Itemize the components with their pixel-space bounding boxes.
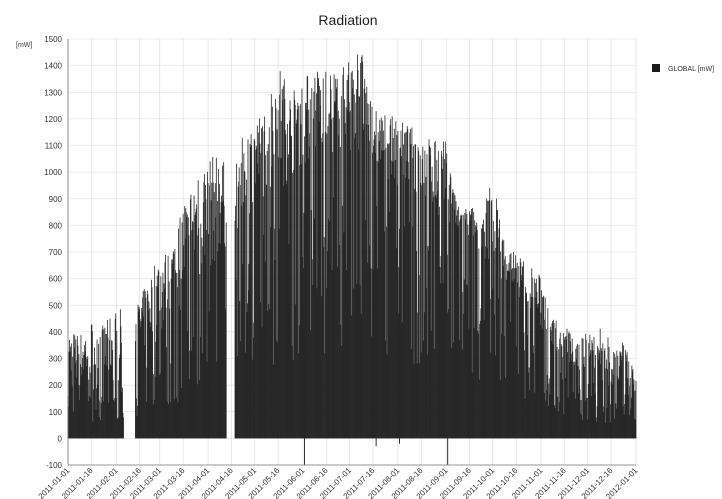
y-tick-label: 700 <box>49 248 63 257</box>
chart-title: Radiation <box>318 12 377 28</box>
y-tick-label: 600 <box>49 275 63 284</box>
legend-label: GLOBAL [mW] <box>668 66 714 73</box>
y-tick-label: 0 <box>58 434 63 443</box>
y-tick-label: 900 <box>49 195 63 204</box>
x-tick-labels: 2011-01-012011-01-162011-02-012011-02-16… <box>37 466 640 499</box>
y-tick-label: 1300 <box>44 88 62 97</box>
y-tick-label: 1100 <box>45 142 63 151</box>
y-tick-label: 100 <box>49 408 63 417</box>
y-tick-label: 1400 <box>44 62 62 71</box>
y-tick-label: 500 <box>49 301 63 310</box>
legend-swatch <box>652 64 660 72</box>
bars <box>67 54 637 465</box>
y-axis-label: [mW] <box>16 42 32 49</box>
y-tick-label: 800 <box>49 221 63 230</box>
y-tick-label: -100 <box>46 461 63 470</box>
y-tick-label: 1000 <box>44 168 62 177</box>
y-tick-labels: -100 0 100 200 300 400 500 600 700 800 900 1000 1100… <box>44 35 62 470</box>
y-tick-label: 1200 <box>44 115 62 124</box>
y-tick-label: 1500 <box>44 35 62 44</box>
legend: GLOBAL [mW] <box>652 64 714 73</box>
y-tick-label: 400 <box>49 328 63 337</box>
y-tick-label: 300 <box>49 355 63 364</box>
y-tick-label: 200 <box>49 381 63 390</box>
axes <box>67 39 636 466</box>
